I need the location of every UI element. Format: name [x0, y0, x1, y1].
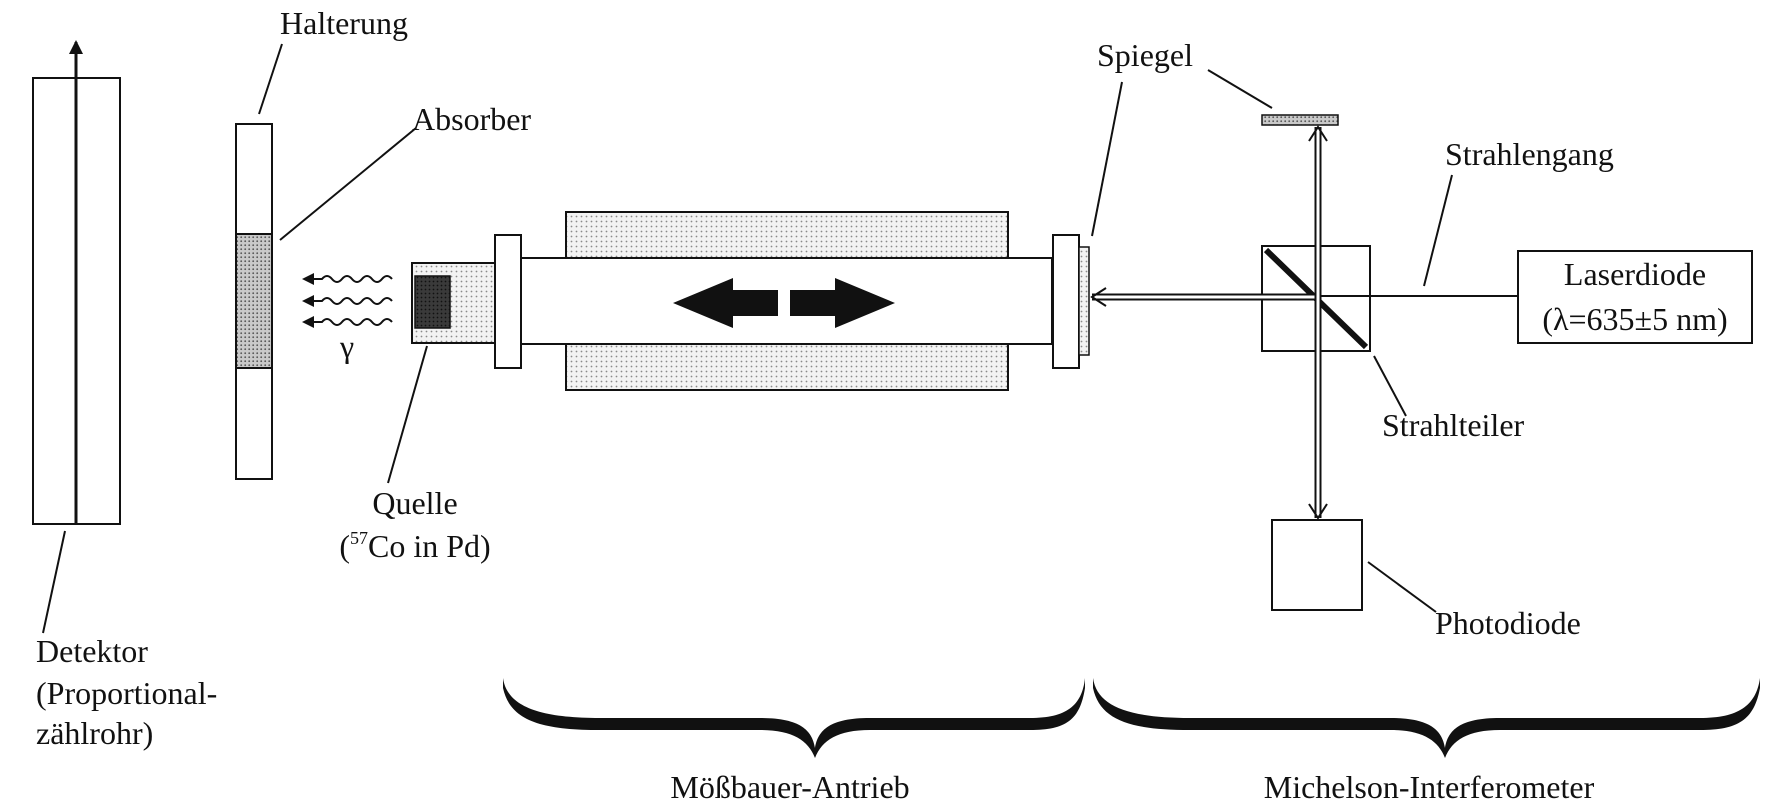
- strahlteiler-leader-line: [1373, 355, 1407, 417]
- label-spiegel: Spiegel: [1097, 37, 1193, 73]
- detector-tube: [32, 40, 121, 525]
- michelson-brace: [1093, 678, 1760, 758]
- gamma-rays: [302, 273, 393, 328]
- motion-arrow-left: [673, 278, 778, 328]
- label-photodiode: Photodiode: [1435, 605, 1581, 641]
- label-strahlteiler: Strahlteiler: [1382, 407, 1525, 443]
- michelson-optics: [1090, 114, 1518, 611]
- source: [411, 262, 498, 344]
- photodiode-box: [1271, 519, 1363, 611]
- label-detektor-line1: Detektor: [36, 633, 148, 669]
- spiegel-moving-leader-line: [1091, 81, 1123, 237]
- laserdiode-box: [1517, 250, 1753, 344]
- gamma-wave-3: [302, 316, 393, 328]
- mossbauer-drive: [494, 211, 1090, 391]
- strahlengang-leader-line: [1423, 174, 1453, 287]
- label-detektor-line2: (Proportional-: [36, 675, 217, 711]
- quelle-leader-line: [387, 345, 428, 484]
- absorber-region: [235, 233, 273, 369]
- fixed-mirror: [1261, 114, 1339, 126]
- detektor-leader-line: [42, 530, 66, 634]
- label-strahlengang: Strahlengang: [1445, 136, 1614, 172]
- photodiode-leader-line: [1367, 561, 1437, 613]
- label-gamma: γ: [339, 328, 354, 364]
- mossbauer-brace: [503, 678, 1085, 758]
- label-quelle-line2: (57Co in Pd): [339, 528, 490, 564]
- motion-arrow-right: [790, 278, 895, 328]
- label-quelle-line1: Quelle: [372, 485, 457, 521]
- label-laserdiode-line1: Laserdiode: [1564, 256, 1706, 292]
- gamma-wave-1: [302, 273, 393, 285]
- label-absorber: Absorber: [412, 101, 531, 137]
- spiegel-fixed-leader-line: [1207, 69, 1273, 109]
- label-michelson-interferometer: Michelson-Interferometer: [1264, 769, 1595, 805]
- label-laserdiode-line2: (λ=635±5 nm): [1542, 301, 1727, 337]
- absorber-leader-line: [279, 127, 417, 241]
- label-mossbauer-antrieb: Mößbauer-Antrieb: [670, 769, 909, 805]
- gamma-wave-2: [302, 295, 393, 307]
- halterung-leader-line: [258, 43, 283, 115]
- label-detektor-line3: zählrohr): [36, 715, 153, 751]
- label-halterung: Halterung: [280, 5, 408, 41]
